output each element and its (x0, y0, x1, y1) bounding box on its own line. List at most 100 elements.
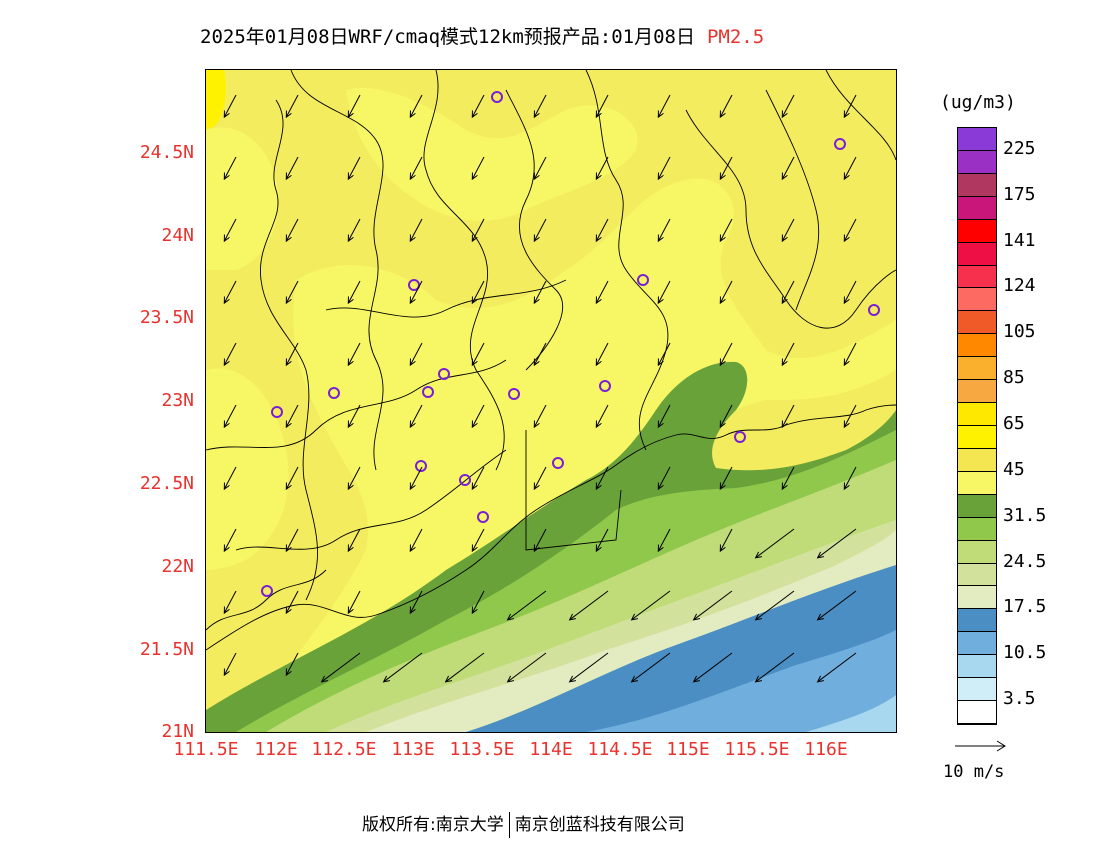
wind-arrow (658, 156, 671, 179)
wind-arrow (286, 156, 299, 179)
wind-arrow (694, 590, 733, 620)
legend-label: 225 (1003, 137, 1036, 159)
wind-arrow (534, 280, 547, 303)
wind-arrow (720, 528, 733, 551)
wind-arrow (782, 218, 795, 241)
legend-swatch (958, 288, 996, 312)
legend-swatch (958, 334, 996, 358)
wind-arrow (224, 590, 237, 613)
legend-swatch (958, 128, 996, 151)
copyright: 版权所有:南京大学 南京创蓝科技有限公司 (362, 810, 685, 838)
wind-arrow (782, 280, 795, 303)
legend-label: 141 (1003, 229, 1036, 251)
wind-arrow (384, 652, 423, 682)
color-legend (957, 127, 997, 725)
wind-arrow (472, 590, 485, 613)
field-35-45-central (286, 178, 896, 670)
pm25-map (205, 69, 897, 733)
wind-arrow (596, 156, 609, 179)
legend-swatch (958, 380, 996, 404)
wind-arrow (844, 280, 857, 303)
legend-swatch (958, 471, 996, 495)
wind-arrow (658, 404, 671, 427)
wind-arrow (348, 280, 361, 303)
legend-swatch (958, 517, 996, 541)
legend-label: 105 (1003, 321, 1036, 343)
title-main: 2025年01月08日WRF/cmaq模式12km预报产品:01月08日 (200, 26, 695, 48)
admin-boundaries (205, 69, 897, 631)
wind-arrow (720, 342, 733, 365)
legend-label: 10.5 (1003, 642, 1047, 664)
wind-arrow (782, 156, 795, 179)
field-65-85-patch (206, 70, 226, 130)
wind-arrow (286, 404, 299, 427)
legend-swatch (958, 540, 996, 564)
wind-arrow (446, 652, 485, 682)
monitoring-stations (261, 91, 880, 597)
lon-label: 114E (529, 739, 573, 760)
wind-arrow (348, 528, 361, 551)
legend-label: 45 (1003, 458, 1025, 480)
legend-label: 24.5 (1003, 550, 1047, 572)
legend-label: 175 (1003, 183, 1036, 205)
copyright-left: 版权所有:南京大学 (362, 815, 504, 835)
wind-arrow (348, 590, 361, 613)
station-marker (477, 511, 489, 523)
wind-arrow (348, 218, 361, 241)
wind-arrow (534, 466, 547, 489)
wind-arrow (410, 466, 423, 489)
wind-arrow (286, 590, 299, 613)
wind-arrow (224, 404, 237, 427)
station-marker (415, 460, 427, 472)
wind-arrow (844, 342, 857, 365)
wind-arrow (410, 404, 423, 427)
legend-swatch (958, 242, 996, 266)
wind-arrow (472, 156, 485, 179)
wind-arrow (596, 404, 609, 427)
wind-arrow (472, 218, 485, 241)
lat-label: 22N (161, 556, 194, 577)
wind-arrow (720, 280, 733, 303)
lon-label: 113.5E (449, 739, 515, 760)
wind-arrow (472, 404, 485, 427)
wind-arrow (224, 652, 237, 675)
lon-label: 115.5E (724, 739, 790, 760)
wind-arrow (286, 280, 299, 303)
field-35-45-nw (206, 127, 279, 270)
wind-arrow (720, 156, 733, 179)
wind-arrow (472, 528, 485, 551)
wind-arrow (596, 342, 609, 365)
legend-label: 124 (1003, 275, 1036, 297)
legend-swatch (958, 173, 996, 197)
legend-swatch (958, 701, 996, 724)
lon-label: 111.5E (173, 739, 239, 760)
lat-label: 21.5N (139, 639, 194, 660)
wind-arrow (720, 404, 733, 427)
legend-swatch (958, 150, 996, 174)
wind-arrow (844, 94, 857, 117)
station-marker (438, 368, 450, 380)
station-marker (261, 585, 273, 597)
station-marker (508, 388, 520, 400)
station-marker (868, 304, 880, 316)
wind-arrow (658, 528, 671, 551)
station-marker (459, 474, 471, 486)
wind-arrow (570, 590, 609, 620)
station-marker (328, 387, 340, 399)
wind-arrow (286, 218, 299, 241)
legend-swatch (958, 563, 996, 587)
wind-arrow (596, 466, 609, 489)
wind-arrow (410, 528, 423, 551)
wind-arrow (410, 156, 423, 179)
legend-swatch (958, 265, 996, 289)
wind-arrow (596, 528, 609, 551)
legend-swatch (958, 357, 996, 381)
wind-arrow (472, 342, 485, 365)
lon-label: 113E (391, 739, 435, 760)
station-marker (271, 406, 283, 418)
legend-swatch (958, 655, 996, 679)
lon-label: 112.5E (311, 739, 377, 760)
lat-label: 22.5N (139, 473, 194, 494)
wind-arrow (508, 590, 547, 620)
wind-arrow (224, 528, 237, 551)
